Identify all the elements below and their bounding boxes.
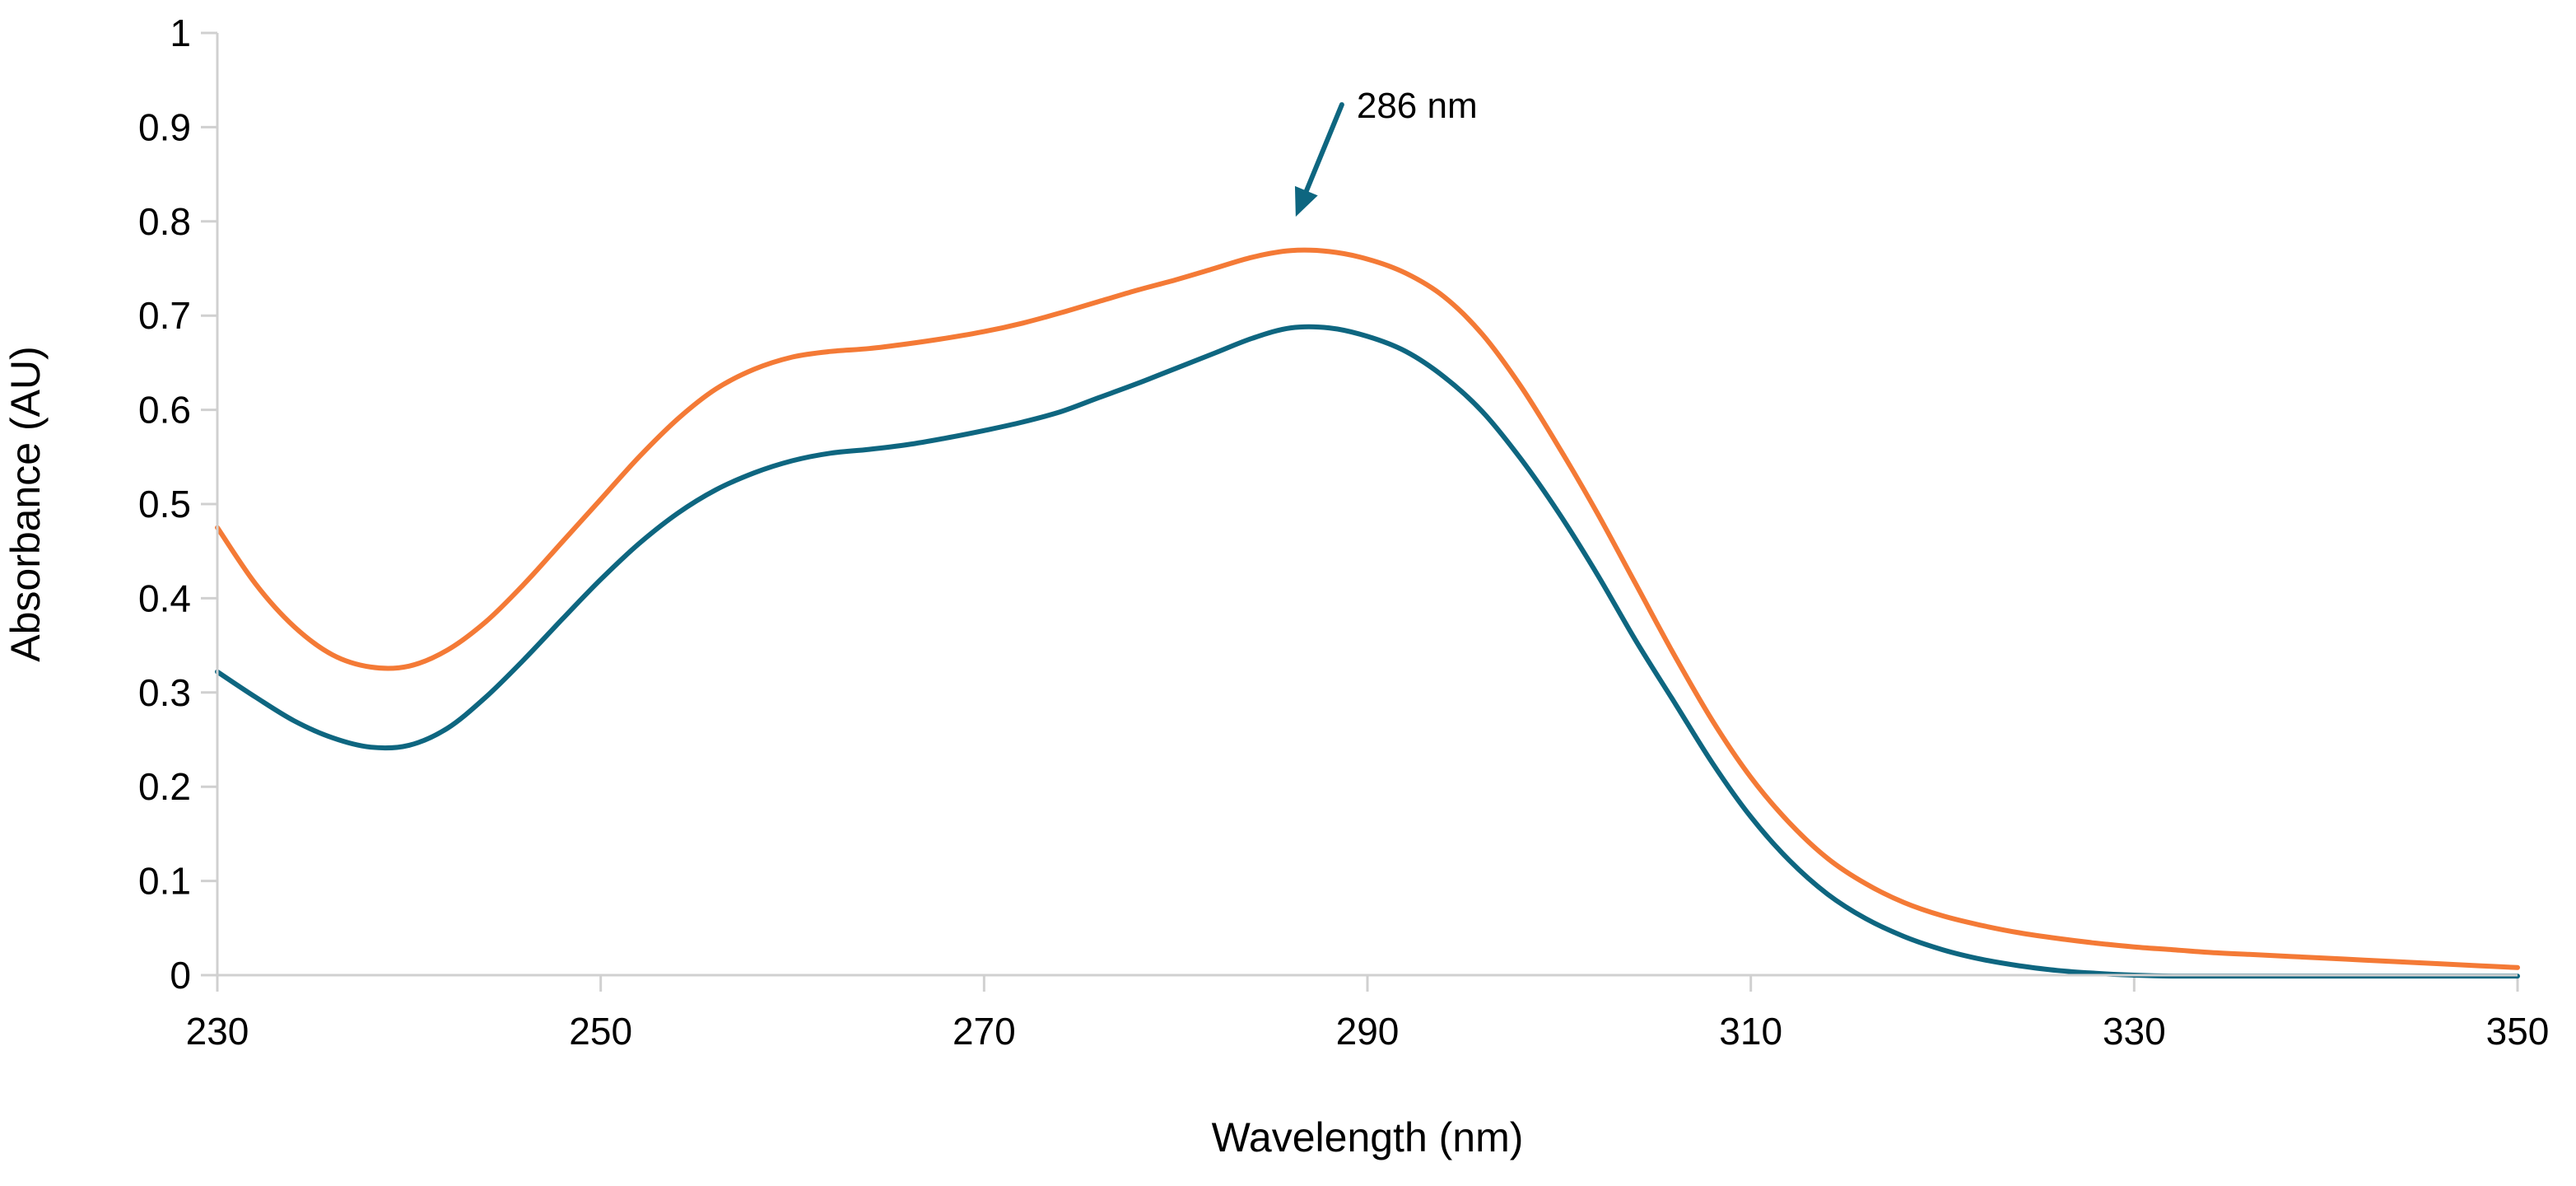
series-layer [215, 247, 2520, 979]
y-tick-label: 0.9 [138, 105, 191, 148]
annotation-layer: 286 nm [1294, 86, 1478, 217]
annotation-arrow-shaft [1301, 102, 1344, 200]
x-axis-title: Wavelength (nm) [1212, 1114, 1524, 1160]
y-tick-label: 0.8 [138, 200, 191, 243]
x-tick-label: 230 [186, 1010, 249, 1053]
y-axis-ticks: 0 0.1 0.2 0.3 0.4 0.5 0.6 0.7 0.8 0.9 1 [138, 12, 217, 997]
x-tick-label: 310 [1719, 1010, 1782, 1053]
x-tick-label: 290 [1336, 1010, 1400, 1053]
series-line-blue [215, 324, 2520, 979]
y-tick-label: 0.7 [138, 294, 191, 337]
x-tick-label: 270 [953, 1010, 1016, 1053]
y-tick-label: 0.3 [138, 671, 191, 714]
y-tick-label: 0.6 [138, 389, 191, 432]
x-axis-ticks: 230 250 270 290 310 330 350 [186, 975, 2550, 1053]
y-tick-label: 0.1 [138, 860, 191, 903]
y-tick-label: 0 [170, 954, 191, 997]
y-tick-label: 1 [170, 12, 191, 54]
annotation-arrow-head [1294, 185, 1318, 217]
y-axis-title: Absorbance (AU) [2, 346, 49, 662]
y-tick-label: 0.2 [138, 765, 191, 808]
y-tick-label: 0.5 [138, 483, 191, 525]
x-tick-label: 250 [569, 1010, 632, 1053]
series-line-orange [215, 247, 2520, 970]
x-tick-label: 350 [2486, 1010, 2550, 1053]
peak-annotation-label: 286 nm [1357, 86, 1478, 126]
y-tick-label: 0.4 [138, 577, 191, 619]
x-tick-label: 330 [2103, 1010, 2166, 1053]
